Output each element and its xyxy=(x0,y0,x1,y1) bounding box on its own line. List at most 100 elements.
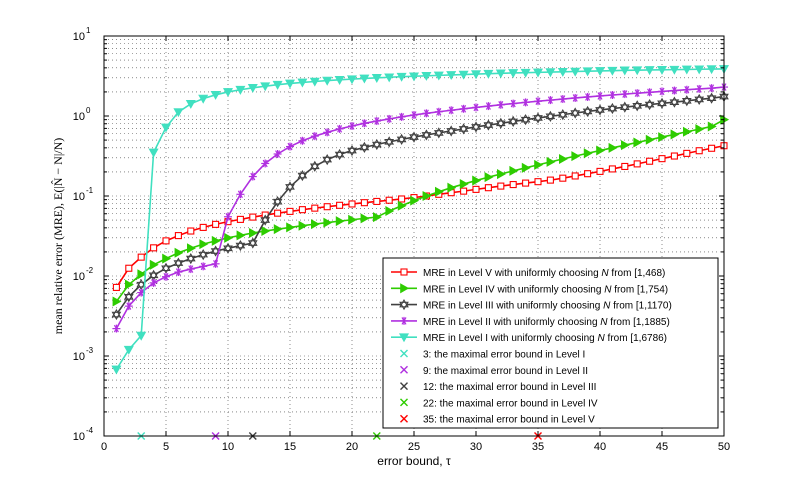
hexagram-marker-shape xyxy=(471,124,481,133)
y-tick-label-exponent: -4 xyxy=(86,426,94,435)
legend-label: MRE in Level IV with uniformly choosing … xyxy=(423,284,668,295)
data-point xyxy=(422,190,432,202)
data-point xyxy=(595,104,605,116)
data-point xyxy=(136,331,147,341)
data-point xyxy=(434,107,443,116)
triangle-marker-shape xyxy=(596,145,606,156)
triangle-marker-shape xyxy=(346,75,358,85)
triangle-marker-shape xyxy=(520,68,531,78)
triangle-marker-shape xyxy=(397,200,407,211)
data-point xyxy=(670,86,679,95)
triangle-marker-shape xyxy=(620,140,630,151)
data-point xyxy=(509,181,517,189)
data-point xyxy=(557,109,568,121)
triangle-marker-shape xyxy=(111,365,122,375)
square-marker-shape xyxy=(112,283,120,291)
data-point xyxy=(198,94,209,104)
triangle-marker-shape xyxy=(470,70,482,80)
triangle-marker-shape xyxy=(594,67,606,77)
legend-marker xyxy=(400,268,408,276)
data-point xyxy=(148,148,159,158)
data-point xyxy=(385,114,394,123)
data-point xyxy=(198,249,209,261)
data-point xyxy=(458,123,469,135)
triangle-marker-shape xyxy=(162,253,172,264)
triangle-marker-shape xyxy=(495,69,506,79)
data-point xyxy=(248,172,257,181)
square-marker-shape xyxy=(509,181,517,189)
data-point xyxy=(371,74,382,83)
triangle-marker-shape xyxy=(545,68,556,78)
data-point xyxy=(632,100,643,112)
data-point xyxy=(335,124,344,133)
data-point xyxy=(596,145,606,156)
data-point xyxy=(520,68,531,78)
triangle-marker-shape xyxy=(149,259,159,270)
hexagram-marker-shape xyxy=(409,134,419,143)
data-point xyxy=(433,127,444,139)
data-point xyxy=(497,182,505,190)
square-marker-shape xyxy=(472,185,480,193)
data-point xyxy=(173,257,184,269)
data-point xyxy=(608,142,618,153)
hexagram-marker-shape xyxy=(458,126,469,135)
data-point xyxy=(235,85,246,95)
legend-label-part: from [1,754) xyxy=(611,284,668,295)
triangle-marker-shape xyxy=(472,175,482,186)
x-marker-stroke xyxy=(400,414,408,423)
triangle-marker-shape xyxy=(309,77,320,87)
data-point xyxy=(162,272,170,281)
data-point xyxy=(161,262,171,274)
y-tick-label-base: 10 xyxy=(73,191,85,203)
data-point xyxy=(670,129,680,140)
data-point xyxy=(570,107,581,119)
data-point xyxy=(334,76,345,85)
data-point xyxy=(385,196,393,204)
triangle-marker-shape xyxy=(247,84,258,93)
hexagram-marker-shape xyxy=(347,147,357,157)
square-marker-shape xyxy=(398,195,406,203)
data-point xyxy=(496,169,506,180)
series-layer xyxy=(111,65,730,375)
triangle-marker-shape xyxy=(286,222,296,233)
square-marker-shape xyxy=(695,147,703,155)
hexagram-marker-shape xyxy=(161,265,171,274)
hexagram-marker-shape xyxy=(644,101,655,111)
triangle-marker-shape xyxy=(211,235,221,246)
data-point xyxy=(322,154,333,166)
triangle-marker-shape xyxy=(112,296,122,307)
hexagram-marker-shape xyxy=(632,103,643,112)
data-point xyxy=(309,77,320,87)
square-marker-shape xyxy=(286,207,294,215)
data-point xyxy=(199,223,207,231)
square-marker-shape xyxy=(311,204,319,212)
legend-marker xyxy=(400,398,408,407)
hexagram-marker-shape xyxy=(198,251,209,261)
data-point xyxy=(187,227,195,235)
data-point xyxy=(322,76,333,86)
x-axis-label: error bound, τ xyxy=(377,454,451,468)
data-point xyxy=(434,186,444,197)
triangle-marker-shape xyxy=(187,243,196,254)
triangle-marker-shape xyxy=(582,67,593,77)
legend-marker xyxy=(400,414,408,423)
data-point xyxy=(708,144,716,152)
data-point xyxy=(460,187,468,195)
triangle-marker-shape xyxy=(125,279,134,290)
data-point xyxy=(359,141,370,153)
data-point xyxy=(359,74,370,84)
data-point xyxy=(274,209,282,217)
x-tick-label: 0 xyxy=(101,441,107,453)
data-point xyxy=(532,68,544,78)
data-point xyxy=(421,72,432,81)
triangle-marker-shape xyxy=(446,71,457,81)
triangle-marker-shape xyxy=(334,76,345,85)
data-point xyxy=(173,108,184,118)
data-point xyxy=(633,137,643,148)
triangle-marker-shape xyxy=(422,190,432,202)
data-point xyxy=(247,237,258,249)
triangle-marker-shape xyxy=(160,123,172,133)
square-marker-shape xyxy=(385,196,393,204)
y-tick-label-exponent: 1 xyxy=(86,26,91,35)
